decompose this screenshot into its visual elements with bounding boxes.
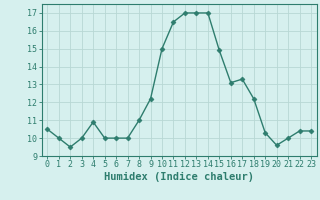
X-axis label: Humidex (Indice chaleur): Humidex (Indice chaleur) — [104, 172, 254, 182]
